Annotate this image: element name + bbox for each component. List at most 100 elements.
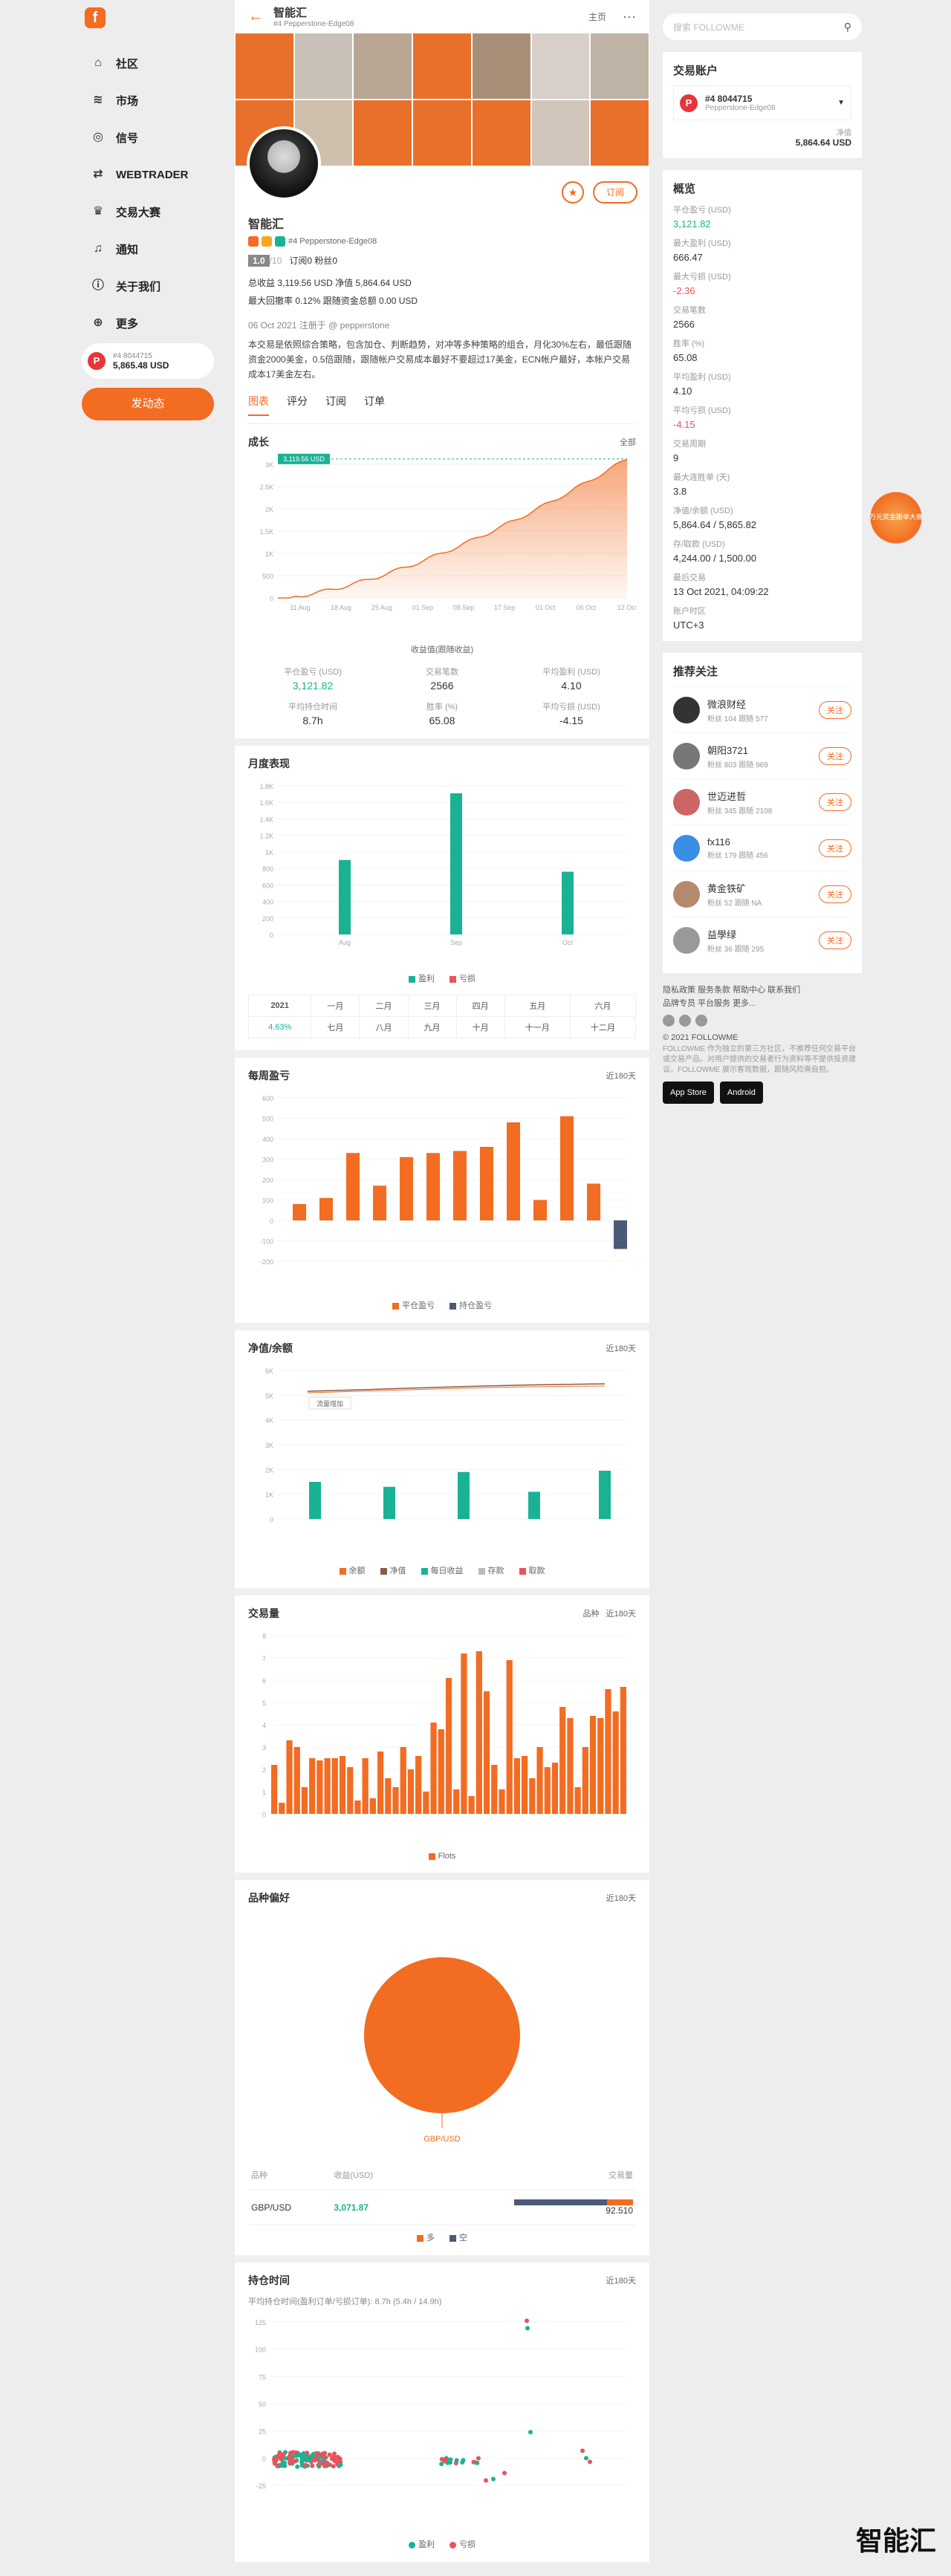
subscribe-button[interactable]: 订阅 [592,181,637,204]
volume-bar [286,1740,293,1814]
overview-label: 最大亏损 (USD) [673,273,731,282]
hold-point [322,2450,328,2456]
volume-bar [438,1729,444,1814]
volume-bar [468,1796,475,1814]
stat-item: 平均盈利 (USD) 4.10 [507,666,636,692]
equity-range-select[interactable]: 近180天 [606,1344,636,1353]
tab-item[interactable]: 图表 [248,394,269,416]
account-pill[interactable]: P #4 8044715 5,865.48 USD [82,343,214,379]
avatar [673,696,700,723]
more-icon[interactable]: ··· [623,8,636,24]
nav-item[interactable]: ⊕ 更多 [91,305,189,342]
stat-label: 交易笔数 [426,668,458,677]
y-tick-label: 0 [262,1811,266,1818]
chevron-down-icon[interactable]: ▼ [837,99,845,107]
about-text: FOLLOWME 作为独立的第三方社区，不推荐任何交易平台或交易产品。对用户提供… [663,1045,857,1074]
back-arrow-icon[interactable]: ← [248,7,263,25]
volume-bar [430,1723,437,1814]
nav-item[interactable]: ≋ 市场 [91,82,189,119]
volume-bar [506,1660,513,1814]
nav-label: 更多 [116,317,139,331]
follow-button[interactable]: 关注 [819,793,851,811]
volume-bar [513,1758,521,1814]
weekly-range-select[interactable]: 近180天 [606,1072,636,1081]
recommend-item[interactable]: 朝阳3721 粉丝 803 跟随 969 关注 [673,732,851,778]
tab-item[interactable]: 订单 [364,395,385,407]
monthly-table: 2021 一月 二月 三月 四月 五月 六月 4.63% 七月 八月 九月 十月 十一月 十二月 [247,995,637,1038]
growth-line [278,458,628,599]
follow-button[interactable]: 关注 [819,747,851,765]
android-button[interactable]: Android [719,1082,763,1104]
x-tick-label: 12 Oct [617,604,636,611]
trophy-icon: ♛ [92,205,104,218]
footer-links[interactable]: 隐私政策 服务条款 帮助中心 联系我们 [663,986,801,995]
nav-item[interactable]: ◎ 信号 [91,119,189,156]
nav-label: 通知 [116,243,139,256]
followme-logo[interactable]: f [85,7,106,28]
y-tick-label: 1.8K [259,783,273,790]
x-tick-label: 25 Aug [371,604,392,611]
recommend-name: 世迈进哲 [707,790,747,802]
twitter-icon[interactable] [679,1015,691,1027]
nav-item[interactable]: ♛ 交易大赛 [91,193,189,230]
pref-symbol: GBP/USD [248,2190,331,2225]
week-bar [587,1183,600,1220]
nav-item[interactable]: ♫ 通知 [91,230,189,267]
x-tick-label: 18 Aug [331,604,351,611]
tab-item[interactable]: 评分 [287,395,308,407]
contest-prize-badge[interactable]: 万元奖金跟单大赛 [868,487,924,549]
y-tick-label: 6 [262,1677,266,1685]
x-tick-label: 11 Aug [290,604,310,611]
star-icon[interactable]: ★ [561,181,584,204]
appstore-button[interactable]: App Store [663,1082,714,1104]
y-tick-label: 1.6K [259,799,273,807]
deposit-bar [309,1482,321,1519]
overview-label: 交易周期 [673,440,706,449]
y-tick-label: 800 [262,865,273,873]
page-header: ← 智能汇 #4 Pepperstone-Edge08 主页 ··· [235,0,649,33]
facebook-icon[interactable] [663,1015,675,1027]
avatar [247,126,321,201]
search-input[interactable]: 搜索 FOLLOWME ⚲ [663,13,862,40]
footer-links-2[interactable]: 品牌专员 平台服务 更多... [663,999,756,1008]
follow-button[interactable]: 关注 [819,931,851,949]
recommend-item[interactable]: 黄金铁矿 粉丝 52 跟随 NA 关注 [673,871,851,917]
nav-item[interactable]: ⇄ WEBTRADER [91,156,188,193]
tab-item[interactable]: 订阅 [325,395,346,407]
nav-item[interactable]: ⓘ 关于我们 [91,267,189,305]
profile-info: 智能汇 #4 Pepperstone-Edge08 1.0 /10 订阅0 粉丝… [235,199,649,424]
overview-label: 账户时区 [673,607,706,616]
recommend-item[interactable]: 微浪财经 粉丝 104 跟随 577 关注 [673,686,851,732]
legend-open-pl: 持仓盈亏 [449,1299,492,1311]
hold-point [584,2456,588,2461]
pepperstone-icon: P [88,352,106,370]
recommend-item[interactable]: 世迈进哲粉丝 345 跟随 2108 关注 [673,778,851,824]
volume-range-select[interactable]: 品种 近180天 [582,1610,636,1619]
nav-item[interactable]: ⌂ 社区 [91,45,189,82]
home-link[interactable]: 主页 [588,11,607,22]
holding-range-select[interactable]: 近180天 [606,2277,636,2286]
preference-range-select[interactable]: 近180天 [606,1894,636,1903]
follow-button[interactable]: 关注 [819,839,851,857]
volume-bar [522,1756,528,1814]
growth-stats: 平仓盈亏 (USD) 3,121.82 交易笔数 2566 平均盈利 (USD) 4.10… [248,666,636,726]
growth-range-select[interactable]: 全部 [620,438,636,447]
linkedin-icon[interactable] [695,1015,707,1027]
hold-point [288,2459,293,2464]
recommend-stats: 粉丝 345 跟随 2108 [707,807,773,816]
recommend-item[interactable]: 益學绿 粉丝 36 跟随 295 关注 [673,917,851,963]
post-button[interactable]: 发动态 [82,388,214,420]
follow-button[interactable]: 关注 [819,885,851,903]
equity-legend-item: 余额 [339,1564,366,1576]
banner-tile [293,33,354,100]
stat-item: 胜率 (%) 65.08 [377,700,507,726]
growth-chart: 3K 2.5K 2K 1.5K 1K 500 0 11 Aug 18 Aug 25 Aug 01 S… [259,453,637,611]
banner-tile [412,100,472,166]
y-tick-label: -25 [256,2482,266,2490]
follow-button[interactable]: 关注 [819,700,851,719]
search-placeholder: 搜索 FOLLOWME [673,22,745,33]
recommend-item[interactable]: fx116 粉丝 179 跟随 456 关注 [673,824,851,871]
nav-label: 关于我们 [116,280,161,293]
trade-account-item[interactable]: P #4 8044715 Pepperstone-Edge08 ▼ [673,85,851,120]
search-icon[interactable]: ⚲ [843,20,851,33]
